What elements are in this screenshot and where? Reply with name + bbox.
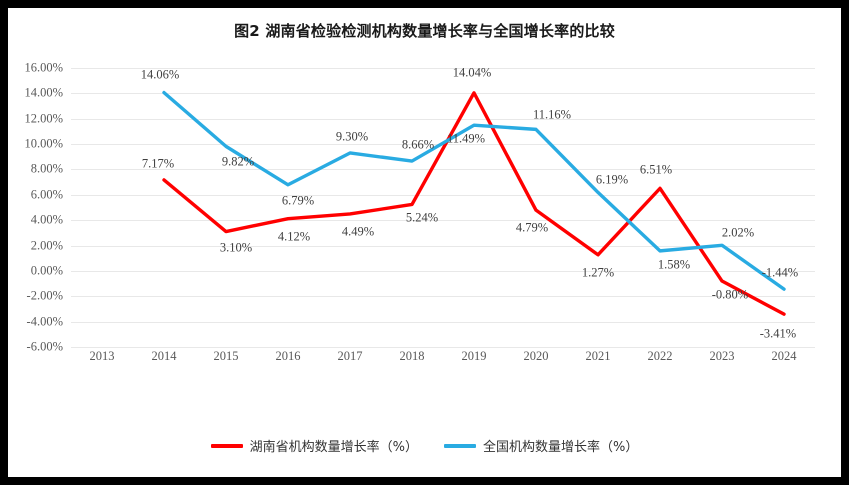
x-tick-label: 2014 [151,349,177,363]
gridline [71,347,815,348]
chart-frame: 图2 湖南省检验检测机构数量增长率与全国增长率的比较 16.00% 14.00% 1… [8,8,841,477]
x-tick-label: 2021 [585,349,611,363]
x-tick-label: 2016 [275,349,301,363]
y-tick-label: 2.00% [30,238,63,253]
y-tick-label: 16.00% [24,60,63,75]
y-tick-label: 4.00% [30,212,63,227]
series-line [162,90,786,291]
y-tick-label: 10.00% [24,136,63,151]
gridline [71,245,815,247]
y-tick-label: 8.00% [30,161,63,176]
gridline [71,169,815,171]
y-tick-label: -4.00% [26,314,63,329]
gridline [71,296,815,298]
x-tick-label: 2020 [523,349,549,363]
y-tick-label: 14.00% [24,85,63,100]
legend-color-swatch [210,443,243,448]
series-lines [162,90,786,316]
legend-item[interactable]: 湖南省机构数量增长率（%） [210,436,418,455]
x-tick-label: 2015 [213,349,239,363]
x-tick-label: 2019 [461,349,487,363]
legend-label: 湖南省机构数量增长率（%） [249,440,418,455]
legend-color-swatch [444,443,476,448]
x-tick-label: 2023 [709,349,735,363]
y-tick-label: -2.00% [26,288,63,303]
x-tick-label: 2013 [89,349,115,363]
y-tick-label: -6.00% [26,339,63,354]
y-tick-label: 12.00% [24,111,63,126]
x-tick-label: 2018 [399,349,425,363]
legend-label: 全国机构数量增长率（%） [483,440,639,455]
gridline [71,118,815,120]
chart-title: 图2 湖南省检验检测机构数量增长率与全国增长率的比较 [234,22,615,40]
legend-item[interactable]: 全国机构数量增长率（%） [444,436,638,455]
gridline [71,220,815,222]
x-tick-label: 2024 [771,349,797,363]
gridline [71,93,815,95]
plot-area: 16.00% 14.00% 12.00% 10.00% 8.00% 6.00% 4.00% 2… [24,61,815,363]
x-tick-label: 2017 [337,349,363,363]
chart-legend: 湖南省机构数量增长率（%） 全国机构数量增长率（%） [8,436,841,455]
gridline [71,321,815,323]
y-tick-label: 6.00% [30,187,63,202]
gridline [71,68,815,69]
y-tick-label: 0.00% [30,263,63,278]
gridline [71,194,815,196]
x-tick-label: 2022 [647,349,673,363]
gridline [71,270,815,272]
series-line [162,91,786,316]
